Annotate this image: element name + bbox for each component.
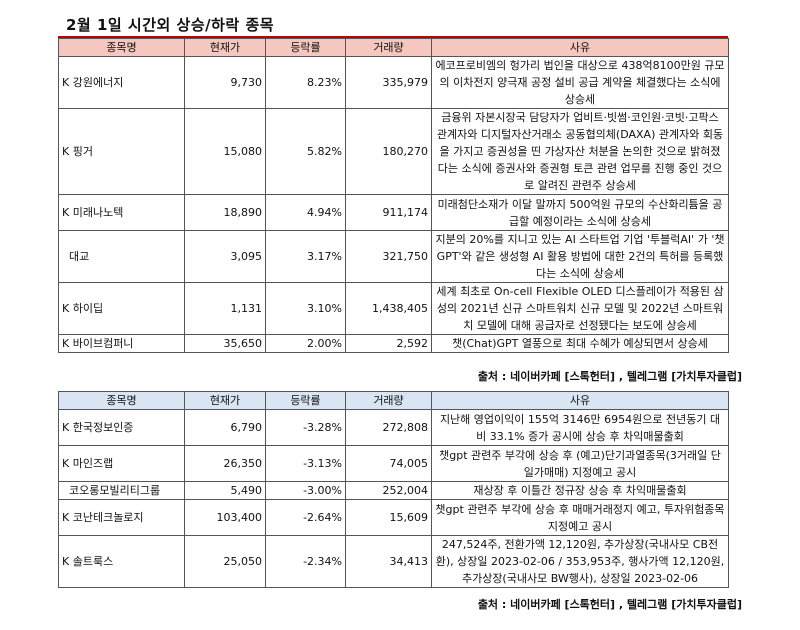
- stock-name: 대교: [58, 230, 185, 283]
- stock-reason: 세계 최초로 On-cell Flexible OLED 디스플레이가 적용된 …: [431, 282, 729, 335]
- stock-price: 3,095: [184, 230, 266, 283]
- table-row: K 마인즈랩 26,350 -3.13% 74,005 챗gpt 관련주 부각에…: [58, 445, 729, 482]
- stock-price: 5,490: [184, 481, 266, 500]
- rising-stocks-table: 종목명 현재가 등락률 거래량 사유 K 강원에너지 9,730 8.23% 3…: [58, 38, 729, 353]
- stock-change: -2.64%: [265, 499, 346, 536]
- table-row: K 하이딥 1,131 3.10% 1,438,405 세계 최초로 On-ce…: [58, 282, 729, 335]
- stock-price: 6,790: [184, 409, 266, 446]
- stock-reason: 미래첨단소재가 이달 말까지 500억원 규모의 수산화리튬을 공급할 예정이라…: [431, 194, 729, 231]
- stock-reason: 챗(Chat)GPT 열풍으로 최대 수혜가 예상되면서 상승세: [431, 334, 729, 353]
- header-change: 등락률: [265, 38, 346, 57]
- stock-volume: 1,438,405: [345, 282, 432, 335]
- stock-price: 18,890: [184, 194, 266, 231]
- stock-price: 103,400: [184, 499, 266, 536]
- stock-name: K 솔트룩스: [58, 535, 185, 588]
- header-reason: 사유: [431, 38, 729, 57]
- stock-volume: 321,750: [345, 230, 432, 283]
- header-price: 현재가: [184, 391, 266, 410]
- header-reason: 사유: [431, 391, 729, 410]
- stock-volume: 34,413: [345, 535, 432, 588]
- table-row: 대교 3,095 3.17% 321,750 지분의 20%를 지니고 있는 A…: [58, 230, 729, 283]
- stock-volume: 180,270: [345, 108, 432, 195]
- page-title: 2월 1일 시간외 상승/하락 종목: [66, 16, 275, 34]
- stock-change: 8.23%: [265, 56, 346, 109]
- title-rule: [58, 36, 728, 38]
- stock-reason: 금융위 자본시장국 담당자가 업비트·빗썸·코인원·코빗·고팍스 관계자와 디지…: [431, 108, 729, 195]
- stock-name: K 강원에너지: [58, 56, 185, 109]
- stock-volume: 74,005: [345, 445, 432, 482]
- stock-price: 26,350: [184, 445, 266, 482]
- stock-name: K 하이딥: [58, 282, 185, 335]
- stock-name: K 미래나노텍: [58, 194, 185, 231]
- stock-reason: 재상장 후 이틀간 정규장 상승 후 차익매물출회: [431, 481, 729, 500]
- table-row: K 미래나노텍 18,890 4.94% 911,174 미래첨단소재가 이달 …: [58, 194, 729, 231]
- header-name: 종목명: [58, 38, 185, 57]
- stock-change: -3.28%: [265, 409, 346, 446]
- table-header-row: 종목명 현재가 등락률 거래량 사유: [58, 391, 729, 410]
- stock-price: 25,050: [184, 535, 266, 588]
- stock-reason: 247,524주, 전환가액 12,120원, 추가상장(국내사모 CB전환),…: [431, 535, 729, 588]
- stock-name: K 바이브컴퍼니: [58, 334, 185, 353]
- stock-reason: 챗gpt 관련주 부각에 상승 후 매매거래정지 예고, 투자위험종목 지정예고…: [431, 499, 729, 536]
- table-row: K 한국정보인증 6,790 -3.28% 272,808 지난해 영업이익이 …: [58, 409, 729, 446]
- stock-name: K 핑거: [58, 108, 185, 195]
- table-row: 코오롱모빌리티그룹 5,490 -3.00% 252,004 재상장 후 이틀간…: [58, 481, 729, 500]
- stock-name: K 한국정보인증: [58, 409, 185, 446]
- stock-volume: 15,609: [345, 499, 432, 536]
- table-row: K 강원에너지 9,730 8.23% 335,979 에코프로비엠의 헝가리 …: [58, 56, 729, 109]
- table-row: K 바이브컴퍼니 35,650 2.00% 2,592 챗(Chat)GPT 열…: [58, 334, 729, 353]
- stock-change: 3.10%: [265, 282, 346, 335]
- table-row: K 코난테크놀로지 103,400 -2.64% 15,609 챗gpt 관련주…: [58, 499, 729, 536]
- header-volume: 거래량: [345, 391, 432, 410]
- source-note: 출처 : 네이버카페 [스톡헌터] , 텔레그램 [가치투자클럽]: [477, 598, 742, 611]
- header-volume: 거래량: [345, 38, 432, 57]
- table-row: K 솔트룩스 25,050 -2.34% 34,413 247,524주, 전환…: [58, 535, 729, 588]
- stock-volume: 911,174: [345, 194, 432, 231]
- stock-change: 4.94%: [265, 194, 346, 231]
- stock-price: 1,131: [184, 282, 266, 335]
- stock-reason: 에코프로비엠의 헝가리 법인을 대상으로 438억8100만원 규모의 이차전지…: [431, 56, 729, 109]
- header-price: 현재가: [184, 38, 266, 57]
- stock-change: 3.17%: [265, 230, 346, 283]
- stock-price: 35,650: [184, 334, 266, 353]
- falling-stocks-table: 종목명 현재가 등락률 거래량 사유 K 한국정보인증 6,790 -3.28%…: [58, 391, 729, 588]
- stock-change: 5.82%: [265, 108, 346, 195]
- stock-volume: 252,004: [345, 481, 432, 500]
- stock-price: 15,080: [184, 108, 266, 195]
- stock-change: 2.00%: [265, 334, 346, 353]
- stock-name: K 코난테크놀로지: [58, 499, 185, 536]
- stock-change: -2.34%: [265, 535, 346, 588]
- table-row: K 핑거 15,080 5.82% 180,270 금융위 자본시장국 담당자가…: [58, 108, 729, 195]
- table-header-row: 종목명 현재가 등락률 거래량 사유: [58, 38, 729, 57]
- stock-volume: 272,808: [345, 409, 432, 446]
- stock-reason: 지난해 영업이익이 155억 3146만 6954원으로 전년동기 대비 33.…: [431, 409, 729, 446]
- header-name: 종목명: [58, 391, 185, 410]
- stock-volume: 2,592: [345, 334, 432, 353]
- source-note: 출처 : 네이버카페 [스톡헌터] , 텔레그램 [가치투자클럽]: [477, 370, 742, 383]
- header-change: 등락률: [265, 391, 346, 410]
- stock-reason: 지분의 20%를 지니고 있는 AI 스타트업 기업 '투블럭AI' 가 '챗G…: [431, 230, 729, 283]
- stock-name: K 마인즈랩: [58, 445, 185, 482]
- stock-name: 코오롱모빌리티그룹: [58, 481, 185, 500]
- stock-reason: 챗gpt 관련주 부각에 상승 후 (예고)단기과열종목(3거래일 단일가매매)…: [431, 445, 729, 482]
- stock-volume: 335,979: [345, 56, 432, 109]
- stock-price: 9,730: [184, 56, 266, 109]
- stock-change: -3.00%: [265, 481, 346, 500]
- stock-change: -3.13%: [265, 445, 346, 482]
